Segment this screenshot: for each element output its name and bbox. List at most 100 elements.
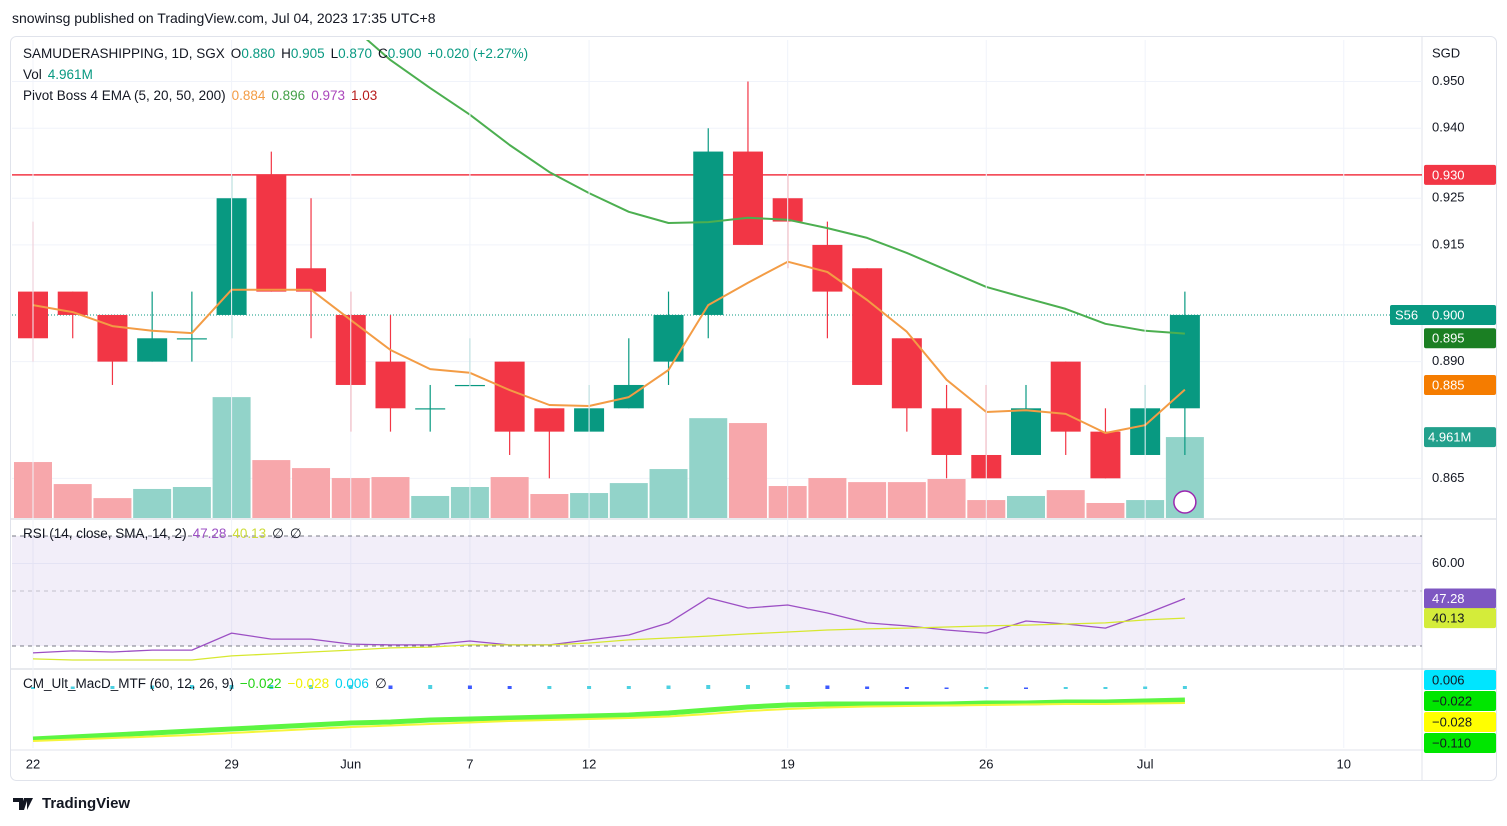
chart-frame bbox=[10, 36, 1497, 781]
legend-value: 0.896 bbox=[271, 88, 306, 103]
rsi-band bbox=[12, 535, 1422, 646]
legend-value: 4.961M bbox=[47, 67, 93, 82]
last-price-text: 0.900 bbox=[1432, 307, 1465, 322]
volume-bar bbox=[292, 468, 331, 518]
candle-body bbox=[494, 361, 525, 432]
legend-item: 40.13 bbox=[232, 526, 266, 541]
candle-body bbox=[375, 361, 406, 409]
volume-label: 4.961M bbox=[1424, 427, 1496, 448]
legend-value: 0.006 bbox=[335, 676, 369, 691]
volume-bar bbox=[490, 477, 529, 518]
histogram-bar bbox=[31, 687, 35, 689]
candle-body bbox=[852, 268, 883, 385]
legend-item: O0.880 bbox=[231, 46, 275, 61]
indicator-line bbox=[32, 260, 1186, 434]
histogram-bar bbox=[785, 685, 790, 689]
price-label-box bbox=[1424, 733, 1496, 753]
legend-value: 0.870 bbox=[338, 46, 372, 61]
volume-bar bbox=[808, 478, 847, 518]
candle-body bbox=[296, 268, 327, 292]
volume-bar bbox=[609, 483, 648, 518]
histogram-bar bbox=[706, 685, 711, 689]
last-price-box bbox=[1390, 304, 1496, 325]
candle-body bbox=[1011, 408, 1041, 455]
legend-key: Pivot Boss 4 EMA (5, 20, 50, 200) bbox=[23, 88, 226, 103]
volume-bar bbox=[1007, 495, 1045, 518]
volume-bar bbox=[689, 418, 728, 518]
histogram-bar bbox=[825, 685, 830, 689]
histogram-bar bbox=[348, 685, 353, 689]
histogram-bar bbox=[626, 686, 631, 689]
histogram-bar bbox=[587, 686, 592, 689]
histogram-bar bbox=[229, 685, 234, 689]
legend-item: Vol bbox=[23, 67, 42, 82]
legend-item: 1.03 bbox=[351, 88, 377, 103]
legend-item: 0.973 bbox=[311, 88, 345, 103]
price-label-box bbox=[1424, 328, 1496, 349]
legend-row: RSI (14, close, SMA, 14, 2) 47.28 40.13 ∅ ∅ bbox=[23, 525, 308, 543]
candle-body bbox=[1169, 314, 1200, 409]
legend-value: ∅ bbox=[374, 676, 387, 691]
x-tick-label: 19 bbox=[780, 756, 794, 771]
price-label: −0.110 bbox=[1424, 733, 1496, 753]
countdown-tag: S56 bbox=[1395, 307, 1418, 322]
price-label: 0.930 bbox=[1424, 164, 1496, 185]
candle-body bbox=[1090, 431, 1121, 479]
legend-title: SAMUDERASHIPPING, 1D, SGX bbox=[23, 46, 225, 61]
price-label: 40.13 bbox=[1424, 608, 1496, 629]
legend-value: 0.900 bbox=[387, 46, 422, 61]
x-tick-label: Jul bbox=[1137, 756, 1154, 771]
legend-value: ∅ bbox=[272, 526, 284, 541]
candle-body bbox=[732, 151, 763, 245]
volume-label-box bbox=[1424, 427, 1496, 448]
legend-item: Pivot Boss 4 EMA (5, 20, 50, 200) bbox=[23, 88, 226, 103]
x-tick-label: 26 bbox=[979, 756, 993, 771]
publish-header: snowinsg published on TradingView.com, J… bbox=[12, 10, 436, 26]
histogram-bar bbox=[110, 686, 115, 689]
volume-bar bbox=[927, 479, 966, 518]
indicator-line bbox=[365, 40, 1185, 335]
candle-body bbox=[137, 338, 168, 362]
histogram-bar bbox=[666, 685, 671, 689]
alert-icon bbox=[1173, 490, 1197, 514]
price-label-box bbox=[1424, 712, 1496, 732]
volume-bar bbox=[53, 484, 92, 518]
volume-bar bbox=[649, 469, 688, 518]
x-tick-label: Jun bbox=[340, 756, 361, 771]
price-label-box bbox=[1424, 588, 1496, 609]
legend-value: 1.03 bbox=[351, 88, 378, 103]
price-label: 0.895 bbox=[1424, 328, 1496, 349]
tv-logo bbox=[13, 798, 33, 810]
legend-value: 40.13 bbox=[232, 526, 267, 541]
x-tick-label: 22 bbox=[26, 756, 40, 771]
legend-value: ∅ bbox=[289, 526, 302, 541]
histogram-bar bbox=[1143, 686, 1148, 689]
volume-bar bbox=[1046, 490, 1085, 518]
volume-bar bbox=[371, 477, 410, 518]
indicator-line bbox=[32, 617, 1185, 661]
candle-body bbox=[57, 291, 88, 315]
legend-title: RSI (14, close, SMA, 14, 2) bbox=[23, 526, 187, 541]
legend-row: SAMUDERASHIPPING, 1D, SGX O0.880 H0.905 L0.… bbox=[23, 45, 534, 63]
histogram-bar bbox=[1063, 687, 1068, 689]
candle-body bbox=[1050, 361, 1081, 432]
histogram-bar bbox=[1024, 687, 1028, 689]
price-label: −0.022 bbox=[1424, 691, 1496, 711]
volume-bar bbox=[1086, 502, 1125, 518]
histogram-bar bbox=[388, 685, 393, 689]
price-label-text: 0.895 bbox=[1432, 331, 1465, 346]
price-label-text: 0.930 bbox=[1432, 167, 1465, 182]
price-label-text: 0.885 bbox=[1432, 377, 1465, 392]
candle-body bbox=[693, 151, 724, 315]
y-tick-label: 0.940 bbox=[1432, 120, 1465, 135]
legend-key: O bbox=[230, 46, 242, 61]
x-tick-label: 12 bbox=[582, 756, 596, 771]
candle-body bbox=[176, 338, 207, 340]
x-tick-label: 29 bbox=[224, 756, 238, 771]
candle-body bbox=[415, 408, 446, 410]
histogram-bar bbox=[1103, 687, 1108, 689]
y-tick-label: 0.915 bbox=[1432, 236, 1465, 251]
legend-title: CM_Ult_MacD_MTF (60, 12, 26, 9) bbox=[23, 676, 234, 691]
histogram-bar bbox=[189, 685, 194, 689]
